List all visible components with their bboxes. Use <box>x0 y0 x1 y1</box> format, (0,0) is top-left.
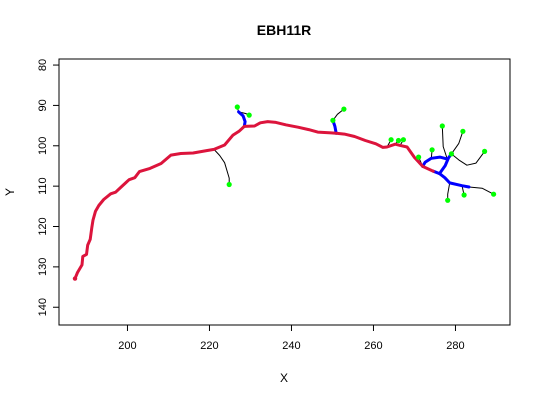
endpoint-marker <box>491 191 497 197</box>
endpoint-markers <box>72 104 497 281</box>
plot-frame <box>58 58 511 326</box>
branch-line <box>450 150 486 166</box>
endpoint-marker <box>439 123 445 129</box>
branch-line <box>441 125 448 160</box>
branch-line <box>468 186 495 195</box>
endpoint-marker <box>448 151 454 157</box>
x-axis: 200 220 240 260 280 <box>118 325 465 352</box>
endpoint-marker <box>460 128 466 134</box>
secondary-path-line <box>421 155 449 168</box>
y-tick-label: 100 <box>37 137 49 155</box>
secondary-path-line <box>237 110 247 128</box>
endpoint-marker <box>330 117 336 123</box>
y-tick-label: 130 <box>37 258 49 276</box>
y-axis-label: Y <box>3 188 17 196</box>
x-axis-label: X <box>280 371 288 385</box>
main-path-line <box>73 120 435 281</box>
main-path <box>73 120 435 281</box>
branch-line <box>213 148 230 185</box>
endpoint-marker <box>445 197 451 203</box>
endpoint-marker <box>388 137 394 143</box>
endpoint-marker <box>234 104 240 110</box>
y-tick-label: 140 <box>37 298 49 316</box>
x-tick-label: 280 <box>446 340 464 352</box>
endpoint-marker <box>482 148 488 154</box>
y-tick-label: 90 <box>37 99 49 111</box>
x-tick-label: 220 <box>200 340 218 352</box>
endpoint-marker <box>226 181 232 188</box>
endpoint-marker <box>395 137 402 144</box>
x-tick-label: 200 <box>118 340 136 352</box>
x-tick-label: 240 <box>282 340 300 352</box>
chart-title: EBH11R <box>257 22 311 38</box>
y-tick-label: 120 <box>37 217 49 235</box>
endpoint-marker <box>416 154 422 160</box>
endpoint-marker <box>341 106 347 112</box>
branch-line <box>450 130 464 155</box>
y-tick-label: 110 <box>37 177 49 195</box>
endpoint-marker <box>400 137 406 143</box>
y-tick-label: 80 <box>37 59 49 71</box>
branch-line <box>447 182 451 201</box>
endpoint-marker <box>246 112 252 118</box>
endpoint-marker <box>429 147 435 153</box>
y-axis: 80 90 100 110 120 130 140 <box>37 59 59 316</box>
root-point <box>72 276 78 281</box>
endpoint-marker <box>461 192 467 198</box>
x-tick-label: 260 <box>364 340 382 352</box>
